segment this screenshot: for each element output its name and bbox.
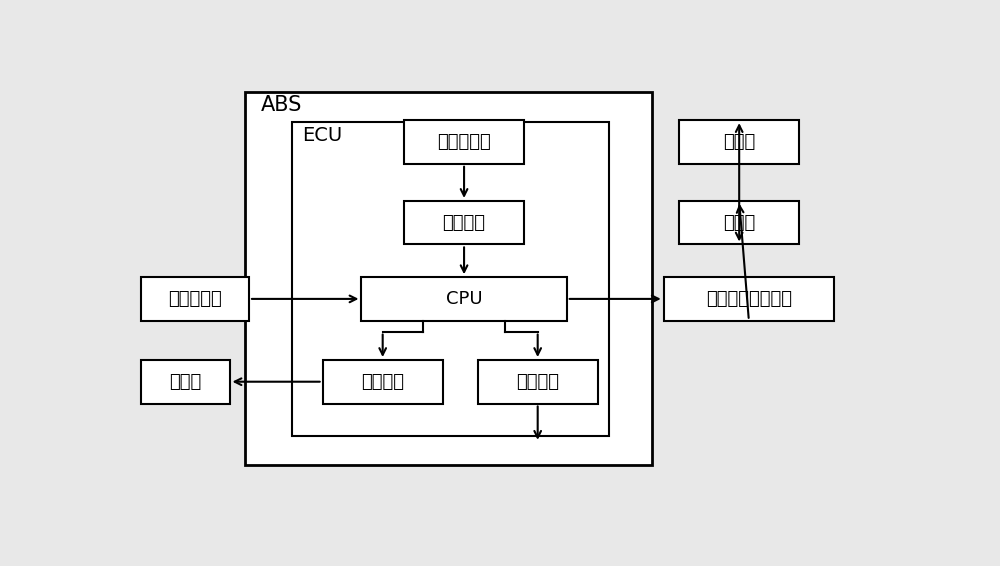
Text: ECU: ECU bbox=[302, 126, 342, 145]
Text: CPU: CPU bbox=[446, 290, 482, 308]
Bar bbox=[140, 360, 230, 404]
Bar bbox=[323, 360, 443, 404]
Bar bbox=[404, 201, 524, 245]
Bar bbox=[664, 277, 834, 321]
Text: 角度传感器: 角度传感器 bbox=[168, 290, 222, 308]
Text: 通讯电路: 通讯电路 bbox=[516, 372, 559, 391]
Text: 采样电路: 采样电路 bbox=[443, 213, 486, 231]
Text: 蓄电池: 蓄电池 bbox=[723, 133, 755, 151]
Bar bbox=[679, 201, 799, 245]
Bar bbox=[140, 277, 249, 321]
Text: 驱动电路: 驱动电路 bbox=[361, 372, 404, 391]
Bar bbox=[404, 120, 524, 164]
Bar bbox=[478, 360, 598, 404]
Bar bbox=[245, 92, 652, 465]
Text: 车速传感器: 车速传感器 bbox=[437, 133, 491, 151]
Text: 能量回收控制模块: 能量回收控制模块 bbox=[706, 290, 792, 308]
Bar bbox=[679, 120, 799, 164]
Text: 调节器: 调节器 bbox=[169, 372, 201, 391]
Text: ABS: ABS bbox=[261, 95, 302, 115]
Text: 电动机: 电动机 bbox=[723, 213, 755, 231]
Bar bbox=[361, 277, 567, 321]
Bar bbox=[292, 122, 609, 436]
